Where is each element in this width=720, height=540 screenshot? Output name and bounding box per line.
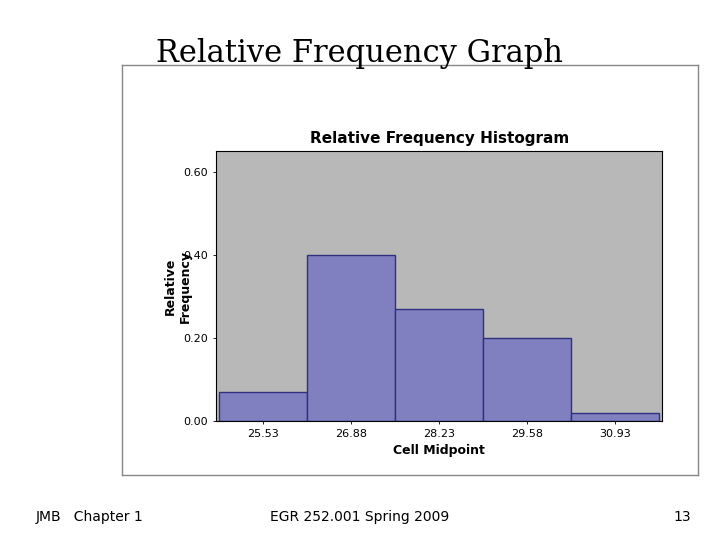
- Bar: [571, 413, 659, 421]
- Title: Relative Frequency Histogram: Relative Frequency Histogram: [310, 131, 569, 146]
- Bar: [220, 392, 307, 421]
- Bar: [483, 338, 571, 421]
- Bar: [307, 255, 395, 421]
- Text: EGR 252.001 Spring 2009: EGR 252.001 Spring 2009: [271, 510, 449, 524]
- Text: 13: 13: [674, 510, 691, 524]
- Text: Relative Frequency Graph: Relative Frequency Graph: [156, 38, 564, 69]
- X-axis label: Cell Midpoint: Cell Midpoint: [393, 444, 485, 457]
- Bar: [395, 309, 483, 421]
- Text: JMB   Chapter 1: JMB Chapter 1: [36, 510, 144, 524]
- Y-axis label: Relative
Frequency: Relative Frequency: [164, 249, 192, 323]
